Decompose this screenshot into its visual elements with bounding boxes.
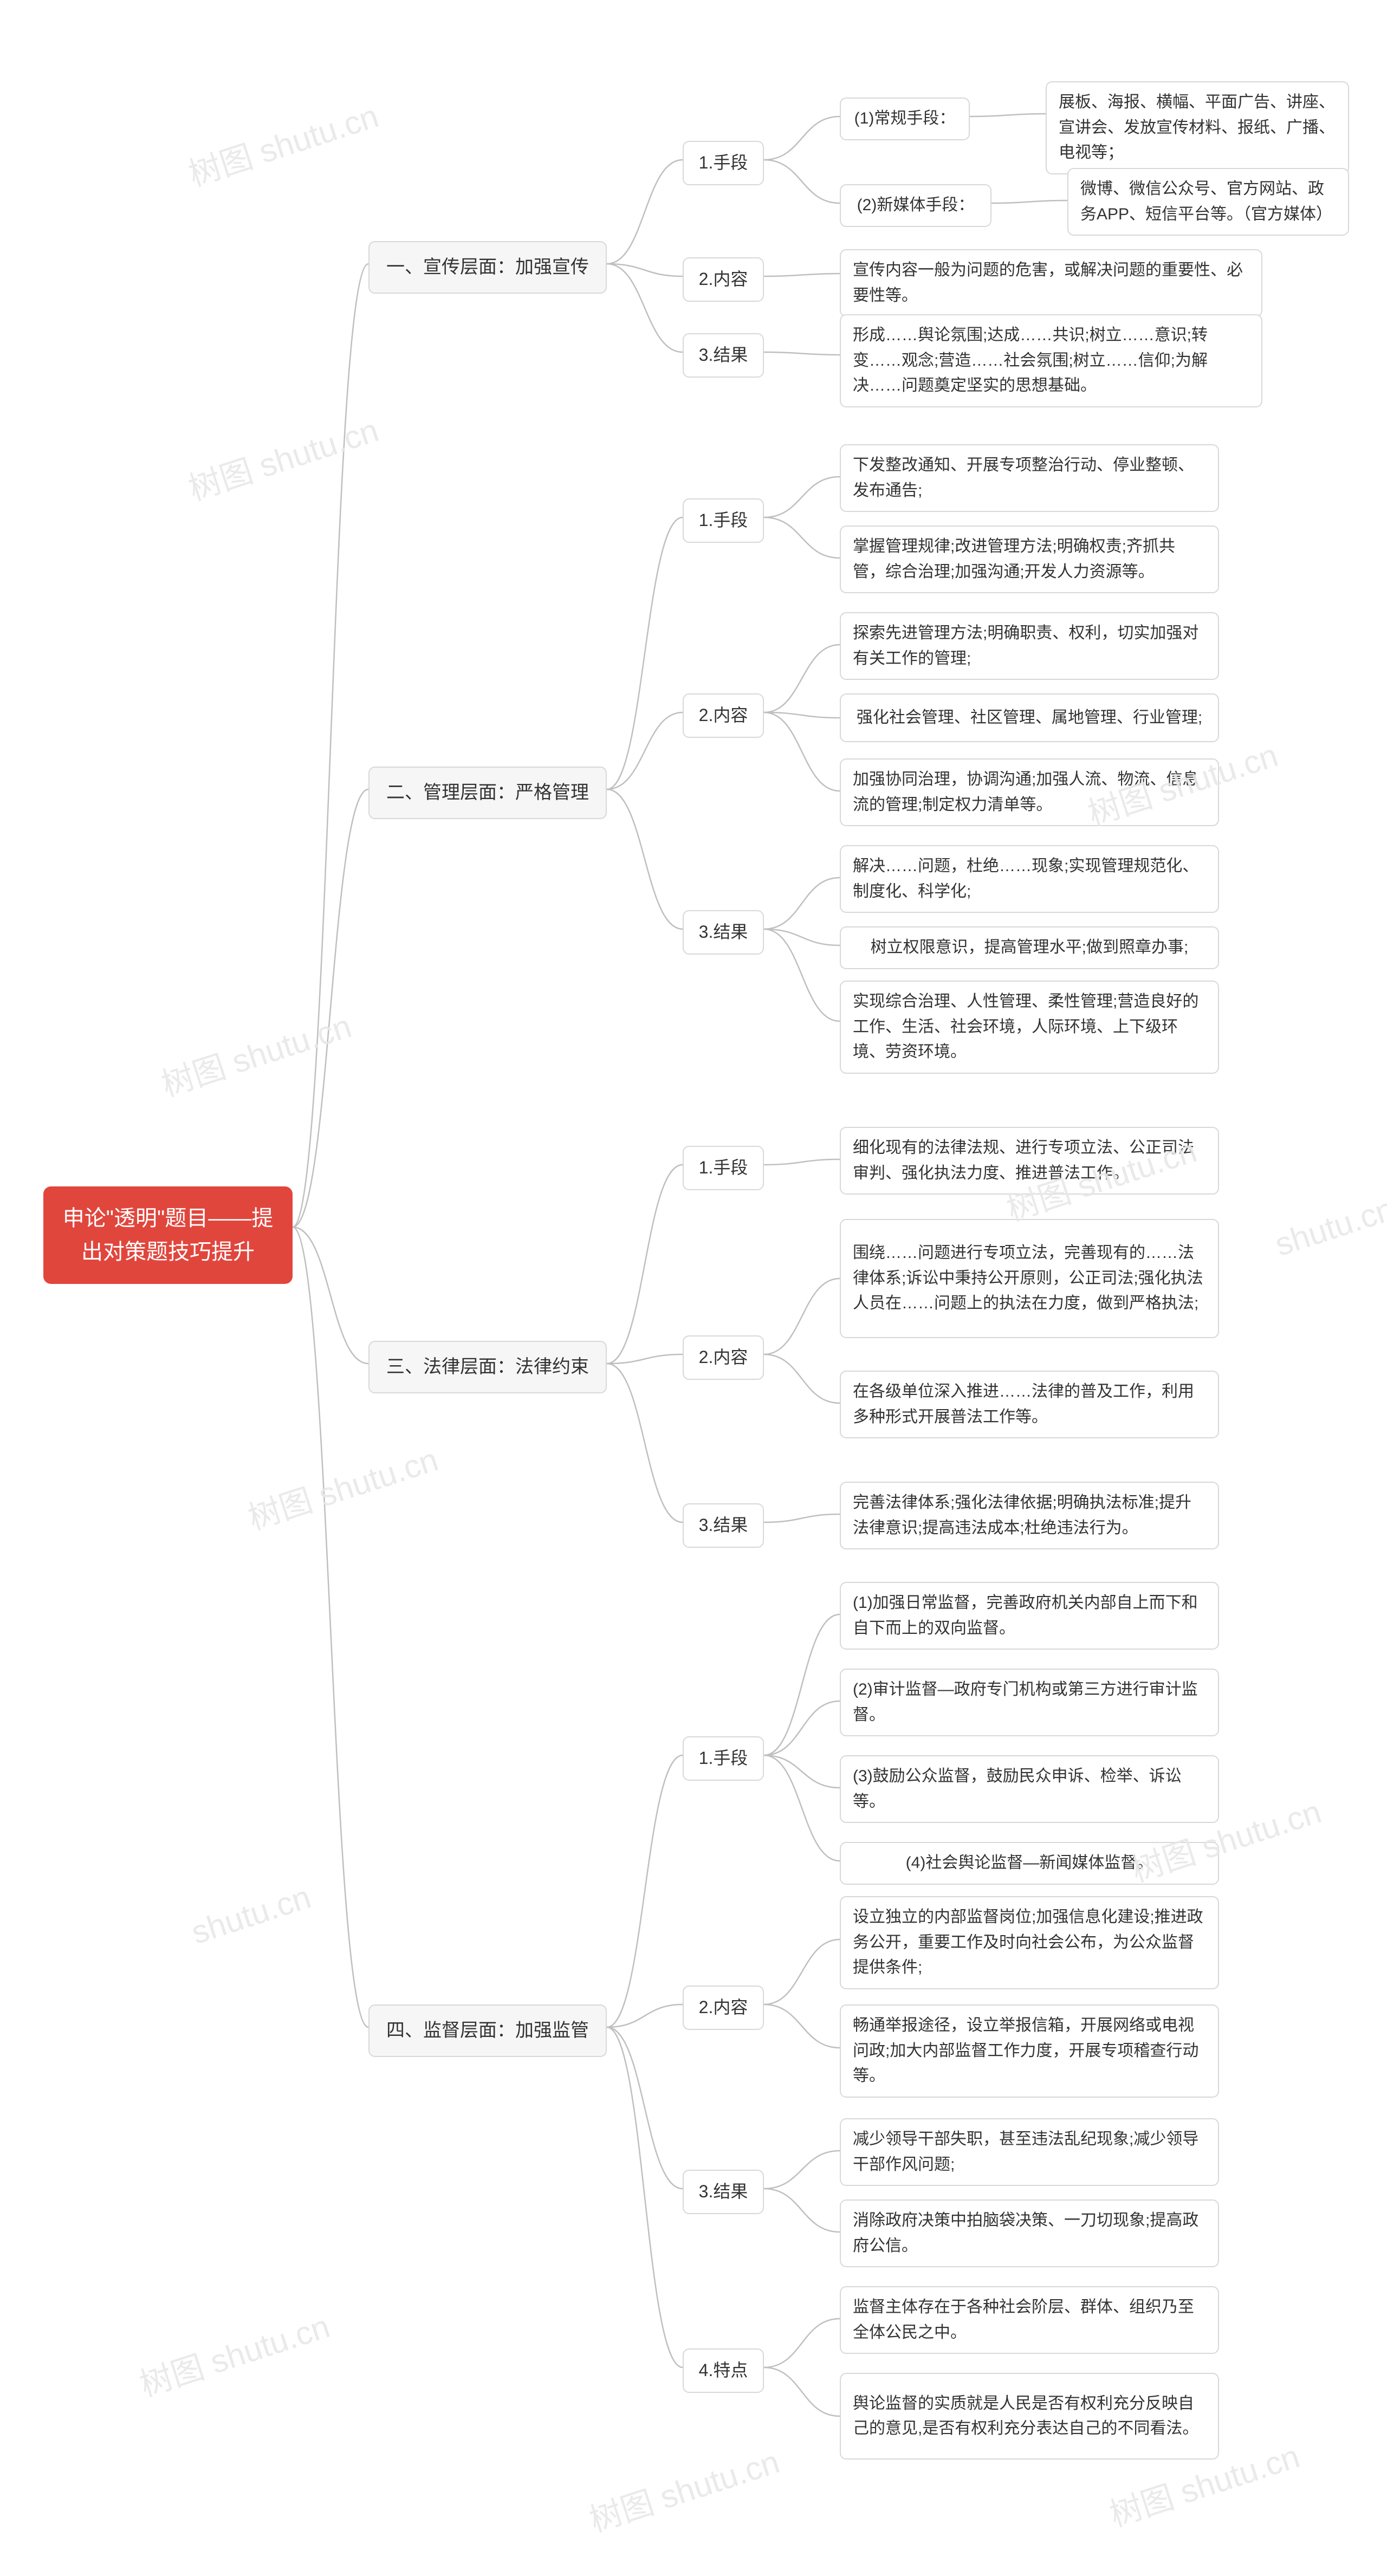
leaf-node-24: 消除政府决策中拍脑袋决策、一刀切现象;提高政府公信。 [840,2199,1219,2267]
leaf-node-25: 监督主体存在于各种社会阶层、群体、组织乃至全体公民之中。 [840,2286,1219,2354]
leaf-node-19: (3)鼓励公众监督，鼓励民众申诉、检举、诉讼等。 [840,1755,1219,1823]
leaf-node-15: 在各级单位深入推进……法律的普及工作，利用多种形式开展普法工作等。 [840,1371,1219,1438]
leaf-node-11: 树立权限意识，提高管理水平;做到照章办事; [840,926,1219,969]
leaf-node-10: 解决……问题，杜绝……现象;实现管理规范化、制度化、科学化; [840,845,1219,913]
watermark-7: 树图 shutu.cn [241,1433,443,1539]
level2-node-12: 3.结果 [683,2170,764,2214]
level2-node-13: 4.特点 [683,2348,764,2393]
level1-node-2: 二、管理层面：严格管理 [368,767,607,819]
leaf-node-8: 强化社会管理、社区管理、属地管理、行业管理; [840,693,1219,742]
leaf-node-1: 展板、海报、横幅、平面广告、讲座、宣讲会、发放宣传材料、报纸、广播、电视等； [1046,81,1349,174]
leaf-node-14: 围绕……问题进行专项立法，完善现有的……法律体系;诉讼中秉持公开原则，公正司法;… [840,1219,1219,1338]
leaf-node-13: 细化现有的法律法规、进行专项立法、公正司法审判、强化执法力度、推进普法工作。 [840,1127,1219,1195]
leaf-node-17: (1)加强日常监督，完善政府机关内部自上而下和自下而上的双向监督。 [840,1582,1219,1650]
level2-node-7: 1.手段 [683,1146,764,1190]
leaf-node-4: 形成……舆论氛围;达成……共识;树立……意识;转变……观念;营造……社会氛围;树… [840,314,1262,407]
leaf-node-22: 畅通举报途径，设立举报信箱，开展网络或电视问政;加大内部监督工作力度，开展专项稽… [840,2004,1219,2098]
level2-node-11: 2.内容 [683,1985,764,2030]
level3-node-1: (1)常规手段： [840,98,970,140]
leaf-node-9: 加强协同治理，协调沟通;加强人流、物流、信息流的管理;制定权力清单等。 [840,758,1219,826]
watermark-11: 树图 shutu.cn [582,2436,785,2541]
level2-node-4: 1.手段 [683,498,764,543]
leaf-node-2: 微博、微信公众号、官方网站、政务APP、短信平台等。（官方媒体） [1067,168,1349,236]
leaf-node-20: (4)社会舆论监督—新闻媒体监督。 [840,1842,1219,1885]
level2-node-8: 2.内容 [683,1335,764,1380]
level2-node-2: 2.内容 [683,257,764,302]
level1-node-4: 四、监督层面：加强监管 [368,2004,607,2057]
level2-node-9: 3.结果 [683,1503,764,1548]
leaf-node-5: 下发整改通知、开展专项整治行动、停业整顿、发布通告; [840,444,1219,512]
level1-node-3: 三、法律层面：法律约束 [368,1341,607,1393]
level2-node-1: 1.手段 [683,141,764,185]
watermark-9: shutu.cn [187,1878,315,1952]
root-node: 申论"透明"题目——提 出对策题技巧提升 [43,1186,293,1284]
level2-node-5: 2.内容 [683,693,764,738]
level3-node-2: (2)新媒体手段： [840,184,991,227]
watermark-2: 树图 shutu.cn [182,404,384,510]
level2-node-6: 3.结果 [683,910,764,955]
watermark-4: 树图 shutu.cn [154,1000,357,1106]
leaf-node-7: 探索先进管理方法;明确职责、权利，切实加强对有关工作的管理; [840,612,1219,680]
level1-node-1: 一、宣传层面：加强宣传 [368,241,607,294]
watermark-1: 树图 shutu.cn [182,90,384,196]
leaf-node-12: 实现综合治理、人性管理、柔性管理;营造良好的工作、生活、社会环境，人际环境、上下… [840,981,1219,1074]
leaf-node-16: 完善法律体系;强化法律依据;明确执法标准;提升法律意识;提高违法成本;杜绝违法行… [840,1482,1219,1549]
leaf-node-21: 设立独立的内部监督岗位;加强信息化建设;推进政务公开，重要工作及时向社会公布，为… [840,1896,1219,1989]
leaf-node-18: (2)审计监督—政府专门机构或第三方进行审计监督。 [840,1669,1219,1736]
watermark-10: 树图 shutu.cn [133,2300,335,2406]
leaf-node-6: 掌握管理规律;改进管理方法;明确权责;齐抓共管，综合治理;加强沟通;开发人力资源… [840,525,1219,593]
leaf-node-23: 减少领导干部失职，甚至违法乱纪现象;减少领导干部作风问题; [840,2118,1219,2186]
level2-node-3: 3.结果 [683,333,764,378]
level2-node-10: 1.手段 [683,1736,764,1781]
leaf-node-3: 宣传内容一般为问题的危害，或解决问题的重要性、必要性等。 [840,249,1262,317]
leaf-node-26: 舆论监督的实质就是人民是否有权利充分反映自己的意见,是否有权利充分表达自己的不同… [840,2373,1219,2460]
watermark-6: shutu.cn [1271,1190,1387,1264]
